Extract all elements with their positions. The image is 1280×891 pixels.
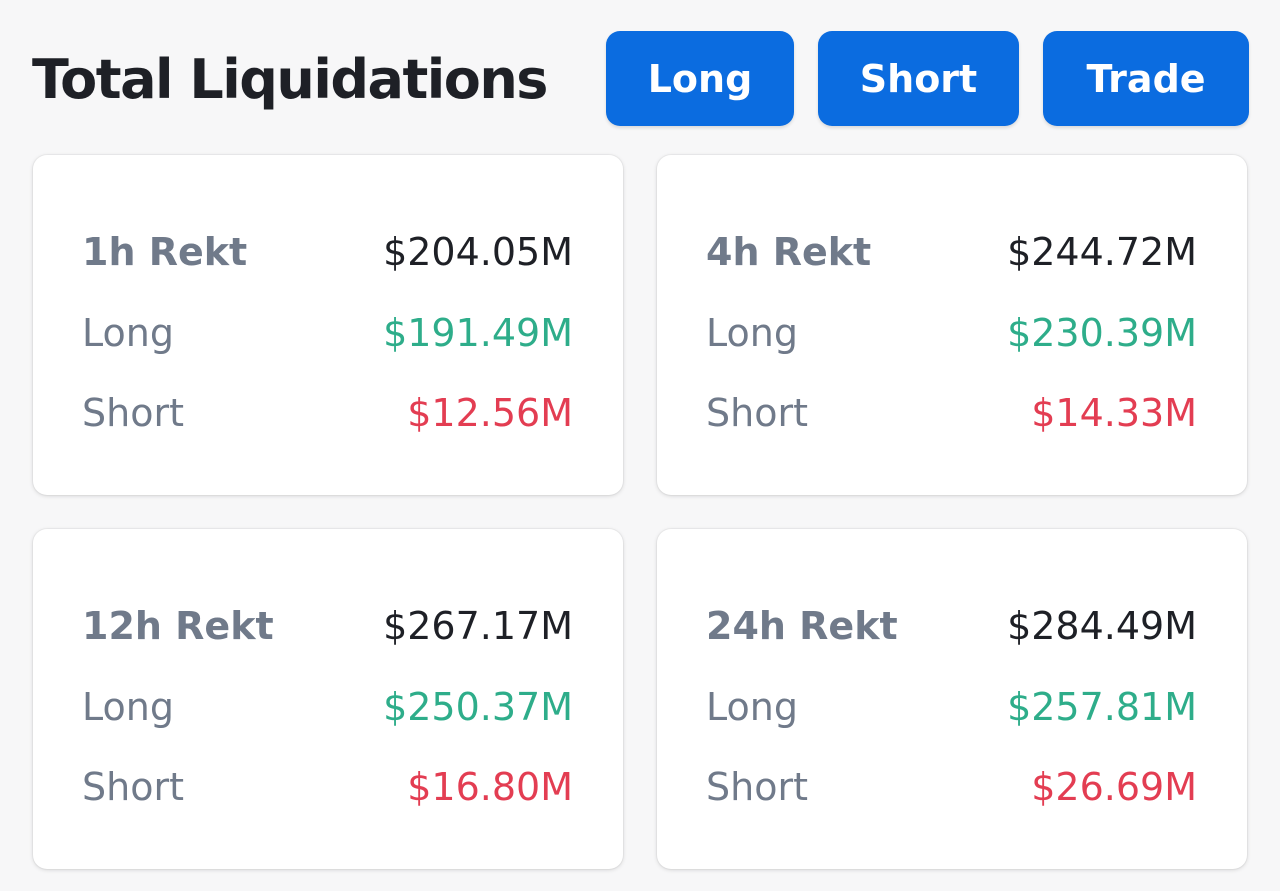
short-value: $14.33M <box>1031 391 1197 435</box>
period-label: 4h Rekt <box>706 230 872 274</box>
long-value: $257.81M <box>1007 685 1197 729</box>
short-label: Short <box>706 765 808 809</box>
period-label: 24h Rekt <box>706 604 898 648</box>
page-title: Total Liquidations <box>32 48 548 111</box>
short-label: Short <box>82 765 184 809</box>
total-row: 4h Rekt $244.72M <box>706 227 1197 277</box>
liquidation-card-4h: 4h Rekt $244.72M Long $230.39M Short $14… <box>657 155 1247 495</box>
short-row: Short $26.69M <box>706 762 1197 812</box>
period-label: 12h Rekt <box>82 604 274 648</box>
short-row: Short $14.33M <box>706 388 1197 438</box>
liquidation-card-12h: 12h Rekt $267.17M Long $250.37M Short $1… <box>33 529 623 869</box>
short-row: Short $12.56M <box>82 388 573 438</box>
long-value: $230.39M <box>1007 311 1197 355</box>
short-row: Short $16.80M <box>82 762 573 812</box>
long-value: $250.37M <box>383 685 573 729</box>
total-row: 12h Rekt $267.17M <box>82 601 573 651</box>
long-label: Long <box>706 685 798 729</box>
long-row: Long $250.37M <box>82 682 573 732</box>
short-value: $12.56M <box>407 391 573 435</box>
page-header: Total Liquidations Long Short Trade <box>0 0 1280 150</box>
total-row: 24h Rekt $284.49M <box>706 601 1197 651</box>
liquidation-card-24h: 24h Rekt $284.49M Long $257.81M Short $2… <box>657 529 1247 869</box>
long-label: Long <box>706 311 798 355</box>
total-value: $284.49M <box>1007 604 1197 648</box>
total-value: $244.72M <box>1007 230 1197 274</box>
total-value: $204.05M <box>383 230 573 274</box>
long-button[interactable]: Long <box>606 31 794 126</box>
long-label: Long <box>82 685 174 729</box>
short-label: Short <box>706 391 808 435</box>
total-row: 1h Rekt $204.05M <box>82 227 573 277</box>
short-value: $16.80M <box>407 765 573 809</box>
total-value: $267.17M <box>383 604 573 648</box>
long-value: $191.49M <box>383 311 573 355</box>
short-value: $26.69M <box>1031 765 1197 809</box>
short-button[interactable]: Short <box>818 31 1019 126</box>
short-label: Short <box>82 391 184 435</box>
long-label: Long <box>82 311 174 355</box>
liquidation-card-1h: 1h Rekt $204.05M Long $191.49M Short $12… <box>33 155 623 495</box>
long-row: Long $191.49M <box>82 308 573 358</box>
period-label: 1h Rekt <box>82 230 248 274</box>
trade-button[interactable]: Trade <box>1043 31 1249 126</box>
long-row: Long $257.81M <box>706 682 1197 732</box>
long-row: Long $230.39M <box>706 308 1197 358</box>
